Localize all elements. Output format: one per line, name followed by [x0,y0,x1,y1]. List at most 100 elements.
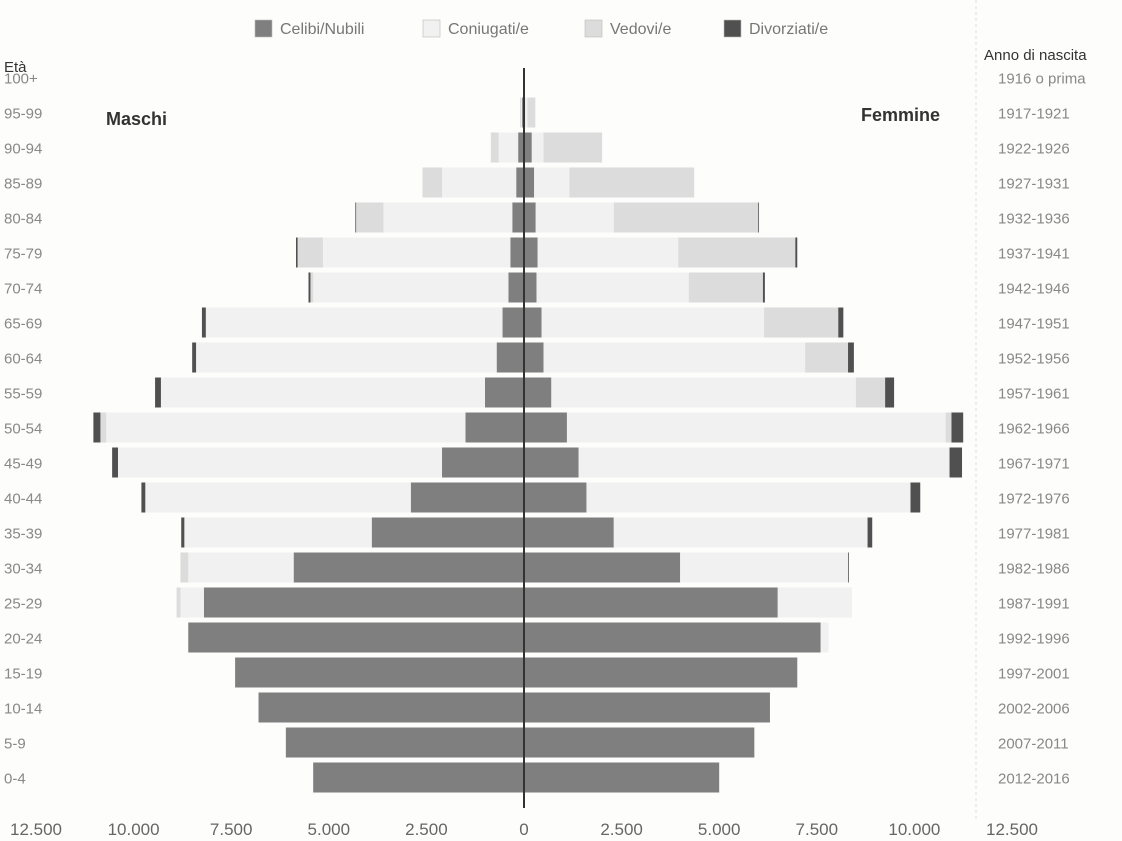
bar-female-85-89-s2 [569,168,694,198]
age-label-90-94: 90-94 [4,141,42,158]
bar-male-85-89-s0 [516,168,524,198]
x-tick-0: 12.500 [10,820,62,839]
bar-male-60-64-s0 [497,343,524,373]
birth-year-label-8: 1972-1976 [998,491,1070,508]
bar-male-40-44-s1 [145,483,410,513]
bar-female-75-79-s3 [795,238,797,268]
bar-female-95-99-s2 [528,98,536,128]
birth-year-label-16: 1932-1936 [998,211,1070,228]
birth-year-label-5: 1987-1991 [998,596,1070,613]
bar-male-75-79-s0 [510,238,524,268]
birth-year-label-10: 1962-1966 [998,421,1070,438]
x-tick-8: 7.500 [796,820,839,839]
bar-female-0-4-s0 [524,763,719,793]
bar-male-75-79-s1 [323,238,510,268]
bar-male-30-34-s0 [294,553,524,583]
bar-female-30-34-s0 [524,553,680,583]
bar-female-75-79-s2 [678,238,795,268]
bar-female-35-39-s0 [524,518,614,548]
bar-male-0-4-s0 [313,763,524,793]
bar-female-65-69-s2 [764,308,838,338]
bar-male-50-54-s2 [100,413,106,443]
bar-female-80-84-s2 [614,203,758,233]
bar-male-95-99-s2 [520,98,521,128]
age-label-20-24: 20-24 [4,631,42,648]
x-tick-1: 10.000 [108,820,160,839]
birth-year-label-3: 1997-2001 [998,666,1070,683]
birth-year-label-6: 1982-1986 [998,561,1070,578]
bar-female-65-69-s0 [524,308,542,338]
bar-female-50-54-s0 [524,413,567,443]
bar-female-55-59-s1 [551,378,856,408]
birth-year-label-12: 1952-1956 [998,351,1070,368]
bar-female-45-49-s0 [524,448,579,478]
age-label-30-34: 30-34 [4,561,42,578]
bar-male-80-84-s2 [356,203,383,233]
bar-female-85-89-s0 [524,168,534,198]
bar-female-25-29-s1 [778,588,852,618]
age-label-10-14: 10-14 [4,701,42,718]
age-label-65-69: 65-69 [4,316,42,333]
age-label-70-74: 70-74 [4,281,42,298]
bar-female-15-19-s0 [524,658,797,688]
age-label-50-54: 50-54 [4,421,42,438]
bar-female-85-89-s1 [534,168,569,198]
bar-male-20-24-s0 [188,623,524,653]
bar-female-65-69-s3 [838,308,843,338]
bar-male-10-14-s0 [259,693,524,723]
x-tick-7: 5.000 [698,820,741,839]
bar-male-45-49-s3 [112,448,118,478]
age-label-40-44: 40-44 [4,491,42,508]
x-tick-10: 12.500 [986,820,1038,839]
x-tick-5: 0 [519,820,528,839]
bar-male-75-79-s2 [298,238,323,268]
x-axis-ticks: 12.500 10.000 7.500 5.000 2.500 0 2.500 5.000 7.… [10,820,1038,839]
age-label-55-59: 55-59 [4,386,42,403]
birth-year-label-2: 2002-2006 [998,701,1070,718]
bar-female-60-64-s2 [805,343,848,373]
bar-male-35-39-s1 [184,518,371,548]
birth-year-label-14: 1942-1946 [998,281,1070,298]
bar-male-65-69-s1 [206,308,503,338]
bar-female-80-84-s1 [536,203,614,233]
bar-male-50-54-s0 [465,413,524,443]
bar-male-85-89-s1 [442,168,516,198]
bar-female-60-64-s1 [544,343,806,373]
bar-male-70-74-s1 [313,273,508,303]
bar-female-40-44-s3 [910,483,920,513]
bar-male-80-84-s0 [512,203,524,233]
bar-female-50-54-s3 [951,413,963,443]
birth-year-label-0: 2012-2016 [998,771,1070,788]
birth-year-label-9: 1967-1971 [998,456,1070,473]
birth-year-label-11: 1957-1961 [998,386,1070,403]
bar-female-50-54-s2 [946,413,952,443]
bar-male-50-54-s1 [106,413,465,443]
birth-year-label-7: 1977-1981 [998,526,1070,543]
x-tick-6: 2.500 [600,820,643,839]
bar-female-90-94-s2 [544,133,603,163]
bar-female-40-44-s1 [586,483,910,513]
age-label-60-64: 60-64 [4,351,42,368]
bar-female-30-34-s1 [680,553,848,583]
bar-male-40-44-s3 [141,483,145,513]
x-tick-2: 7.500 [210,820,253,839]
bar-female-80-84-s0 [524,203,536,233]
bar-female-55-59-s2 [856,378,885,408]
birth-year-labels: 2012-2016 2007-2011 2002-2006 1997-2001 1992… [998,71,1086,788]
bar-female-90-94-s0 [524,133,532,163]
age-labels: 0-45-910-1415-1920-2425-2930-3435-3940-4… [4,71,42,788]
bar-male-25-29-s1 [180,588,203,618]
bar-female-35-39-s1 [614,518,868,548]
x-tick-9: 10.000 [888,820,940,839]
bar-male-55-59-s1 [161,378,485,408]
bar-male-90-94-s1 [499,133,519,163]
age-label-100+: 100+ [4,71,38,88]
bar-female-55-59-s0 [524,378,551,408]
x-tick-4: 2.500 [405,820,448,839]
legend-label-2: Vedovi/e [610,21,671,38]
legend-swatch-2 [585,20,602,37]
bar-male-35-39-s3 [181,518,184,548]
bar-male-30-34-s2 [180,553,188,583]
